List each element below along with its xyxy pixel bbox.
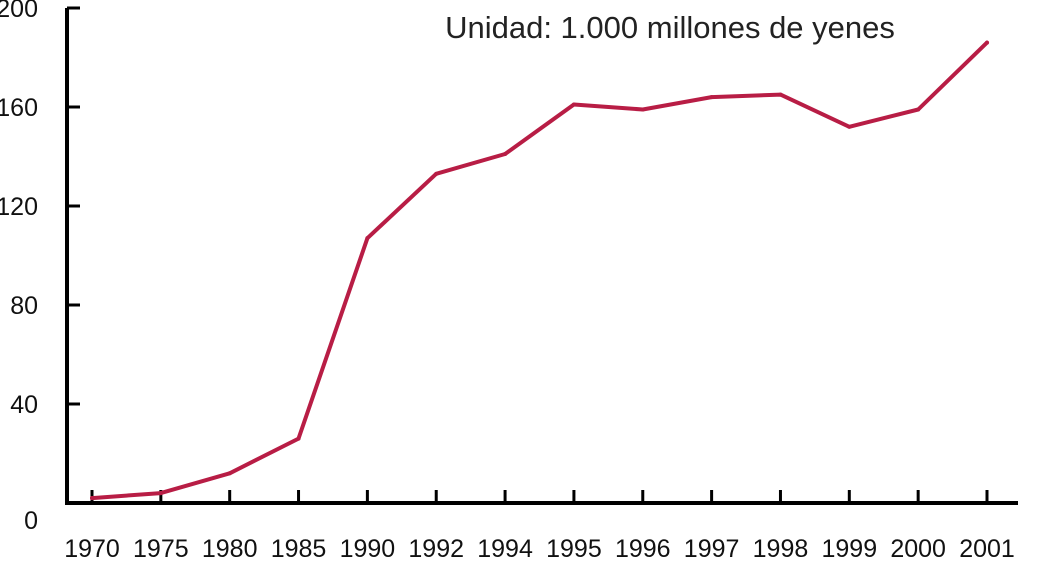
x-tick-label-2001: 2001 [959,535,1015,563]
data-point-1999 [847,124,852,129]
y-tick-label-0: 0 [24,507,38,535]
x-tick-label-1992: 1992 [408,535,464,563]
x-tick-label-2000: 2000 [890,535,946,563]
x-tick-label-1975: 1975 [133,535,189,563]
data-point-1998 [778,92,783,97]
data-point-1992 [434,171,439,176]
x-tick-label-1980: 1980 [202,535,258,563]
x-tick-label-1999: 1999 [821,535,877,563]
x-tick-label-1995: 1995 [546,535,602,563]
x-tick-label-1998: 1998 [753,535,809,563]
y-tick-label-160: 160 [0,94,38,122]
x-tick-label-1990: 1990 [340,535,396,563]
data-point-1980 [227,471,232,476]
unit-label: Unidad: 1.000 millones de yenes [445,10,895,45]
data-point-1975 [158,491,163,496]
data-point-1997 [709,95,714,100]
y-tick-label-80: 80 [10,292,38,320]
tick-labels: 0 40 80 120 160 200 1970 1975 1980 1985 1990 1992 19… [0,0,1015,563]
axes [65,6,1018,505]
data-point-1994 [503,152,508,157]
data-point-2000 [916,107,921,112]
x-tick-label-1997: 1997 [684,535,740,563]
data-point-1970 [90,496,94,501]
y-tick-label-200: 200 [0,0,38,23]
x-tick-label-1985: 1985 [271,535,327,563]
y-tick-label-120: 120 [0,193,38,221]
x-tick-label-1970: 1970 [64,535,120,563]
data-point-1990 [365,236,370,241]
series-layer [90,40,989,501]
x-tick-label-1996: 1996 [615,535,671,563]
data-point-1996 [640,107,645,112]
x-tick-label-1994: 1994 [477,535,533,563]
data-point-1985 [296,436,301,441]
data-point-2001 [985,40,989,45]
data-point-1995 [571,102,576,107]
series-line-0 [90,40,989,501]
y-tick-label-40: 40 [10,391,38,419]
